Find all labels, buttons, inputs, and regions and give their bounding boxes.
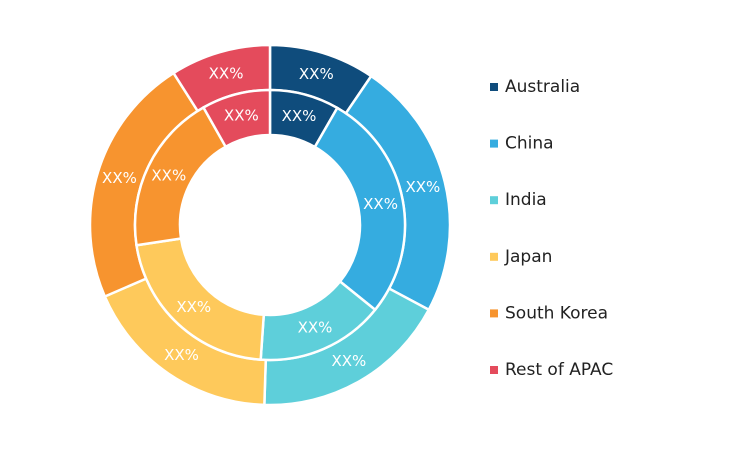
segment-label: XX% [363, 195, 398, 213]
legend-swatch [490, 252, 498, 261]
segment-label: XX% [102, 169, 137, 187]
legend-swatch [490, 309, 498, 318]
segment-label: XX% [224, 107, 259, 125]
segment-label: XX% [176, 298, 211, 316]
segment-label: XX% [331, 352, 366, 370]
legend-label: Japan [504, 247, 552, 267]
segment-label: XX% [282, 107, 317, 125]
segment-label: XX% [299, 65, 334, 83]
donut-segment [313, 106, 407, 312]
legend-swatch [490, 139, 498, 148]
legend-label: South Korea [505, 303, 608, 323]
donut-segment [201, 88, 272, 149]
legend-label: India [505, 190, 547, 210]
segment-label: XX% [406, 178, 441, 196]
legend-swatch [490, 366, 498, 374]
segment-label: XX% [164, 346, 199, 364]
legend-label: Rest of APAC [505, 360, 613, 380]
legend-label: Australia [505, 77, 580, 97]
segment-label: XX% [209, 64, 244, 82]
segment-label: XX% [298, 319, 333, 337]
legend-swatch [490, 83, 498, 91]
segment-label: XX% [151, 166, 186, 184]
legend-swatch [490, 196, 498, 205]
legend-label: China [505, 134, 554, 154]
